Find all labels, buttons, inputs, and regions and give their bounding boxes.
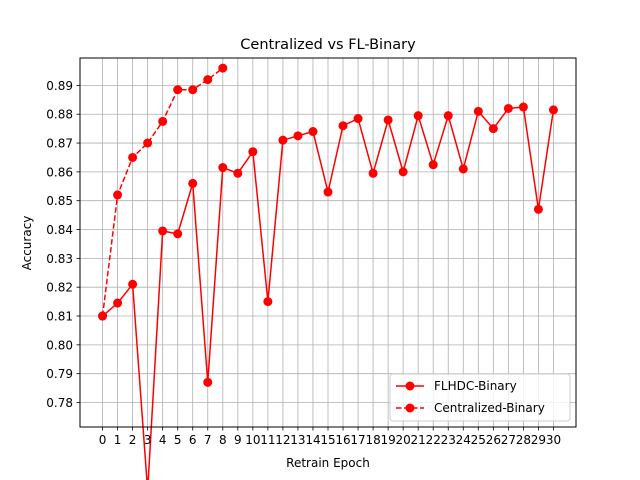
- legend: FLHDC-Binary Centralized-Binary: [389, 373, 571, 422]
- data-point-flhdc-binary: [548, 105, 558, 115]
- y-tick-label: 0.80: [46, 338, 73, 352]
- legend-label-flhdc-binary: FLHDC-Binary: [434, 379, 517, 393]
- x-tick-label: 28: [516, 433, 531, 447]
- y-tick-label: 0.84: [46, 223, 73, 237]
- x-tick-label: 10: [245, 433, 260, 447]
- data-point-flhdc-binary: [398, 167, 408, 177]
- x-tick-label: 22: [426, 433, 441, 447]
- x-tick-label: 14: [305, 433, 320, 447]
- y-tick-label: 0.89: [46, 79, 73, 93]
- y-tick-label: 0.85: [46, 194, 73, 208]
- data-point-flhdc-binary: [533, 204, 543, 214]
- x-tick-label: 26: [486, 433, 501, 447]
- x-tick-label: 19: [380, 433, 395, 447]
- x-tick-label: 29: [531, 433, 546, 447]
- data-point-flhdc-binary: [308, 127, 318, 137]
- data-point-centralized-binary: [218, 63, 228, 73]
- data-point-flhdc-binary: [158, 226, 168, 236]
- y-tick-label: 0.88: [46, 108, 73, 122]
- x-tick-label: 5: [174, 433, 182, 447]
- x-tick-label: 20: [396, 433, 411, 447]
- x-tick-label: 0: [99, 433, 107, 447]
- legend-marker-flhdc-binary: [405, 381, 415, 391]
- data-point-flhdc-binary: [248, 147, 258, 157]
- legend-marker-centralized-binary: [405, 403, 415, 413]
- data-point-flhdc-binary: [488, 124, 498, 134]
- data-point-flhdc-binary: [218, 163, 228, 173]
- x-axis-label: Retrain Epoch: [286, 456, 370, 470]
- x-tick-label: 11: [260, 433, 275, 447]
- data-point-flhdc-binary: [173, 229, 183, 239]
- data-point-centralized-binary: [128, 152, 138, 162]
- data-point-centralized-binary: [158, 116, 168, 126]
- y-tick-label: 0.87: [46, 137, 73, 151]
- data-point-flhdc-binary: [233, 168, 243, 178]
- data-point-centralized-binary: [173, 85, 183, 95]
- data-point-flhdc-binary: [458, 164, 468, 174]
- data-point-centralized-binary: [188, 85, 198, 95]
- x-tick-label: 1: [114, 433, 122, 447]
- data-point-centralized-binary: [203, 75, 213, 85]
- data-point-centralized-binary: [113, 190, 123, 200]
- y-tick-label: 0.86: [46, 165, 73, 179]
- x-tick-label: 6: [189, 433, 197, 447]
- x-tick-label: 4: [159, 433, 167, 447]
- x-tick-label: 24: [456, 433, 471, 447]
- x-tick-label: 13: [290, 433, 305, 447]
- data-point-flhdc-binary: [353, 114, 363, 124]
- data-point-centralized-binary: [98, 311, 108, 321]
- x-tick-label: 25: [471, 433, 486, 447]
- data-point-flhdc-binary: [338, 121, 348, 131]
- y-tick-label: 0.82: [46, 281, 73, 295]
- legend-label-centralized-binary: Centralized-Binary: [434, 401, 545, 415]
- x-tick-label: 7: [204, 433, 212, 447]
- x-tick-label: 15: [320, 433, 335, 447]
- data-point-flhdc-binary: [188, 178, 198, 188]
- data-point-flhdc-binary: [323, 187, 333, 197]
- x-tick-label: 2: [129, 433, 137, 447]
- data-point-flhdc-binary: [293, 131, 303, 141]
- data-point-flhdc-binary: [263, 297, 273, 307]
- legend-box: [389, 373, 571, 422]
- chart-title: Centralized vs FL-Binary: [240, 37, 416, 53]
- x-tick-label: 27: [501, 433, 516, 447]
- tick-layer: 0 1 2 3 4 5 6 7 8 9 10 11 12 13 14 15 16 17 18 19 20 21 22 23 24…: [46, 79, 561, 447]
- x-tick-label: 30: [546, 433, 561, 447]
- series-layer: [98, 63, 558, 480]
- y-tick-label: 0.78: [46, 396, 73, 410]
- data-point-flhdc-binary: [368, 168, 378, 178]
- data-point-flhdc-binary: [278, 135, 288, 145]
- x-tick-label: 9: [234, 433, 242, 447]
- data-point-centralized-binary: [143, 138, 153, 148]
- data-point-flhdc-binary: [128, 279, 138, 289]
- data-point-flhdc-binary: [503, 103, 513, 113]
- data-point-flhdc-binary: [203, 377, 213, 387]
- data-point-flhdc-binary: [518, 102, 528, 112]
- data-point-flhdc-binary: [443, 111, 453, 121]
- y-tick-label: 0.79: [46, 367, 73, 381]
- x-tick-label: 16: [335, 433, 350, 447]
- y-tick-label: 0.83: [46, 252, 73, 266]
- y-tick-label: 0.81: [46, 310, 73, 324]
- data-point-flhdc-binary: [383, 115, 393, 125]
- data-point-flhdc-binary: [473, 106, 483, 116]
- x-tick-label: 18: [365, 433, 380, 447]
- x-tick-label: 8: [219, 433, 227, 447]
- x-tick-label: 21: [411, 433, 426, 447]
- data-point-flhdc-binary: [413, 111, 423, 121]
- grid-layer: [80, 58, 576, 427]
- x-tick-label: 17: [350, 433, 365, 447]
- x-tick-label: 23: [441, 433, 456, 447]
- data-point-flhdc-binary: [113, 298, 123, 308]
- data-point-flhdc-binary: [428, 160, 438, 170]
- x-tick-label: 3: [144, 433, 152, 447]
- x-tick-label: 12: [275, 433, 290, 447]
- y-axis-label: Accuracy: [20, 216, 34, 271]
